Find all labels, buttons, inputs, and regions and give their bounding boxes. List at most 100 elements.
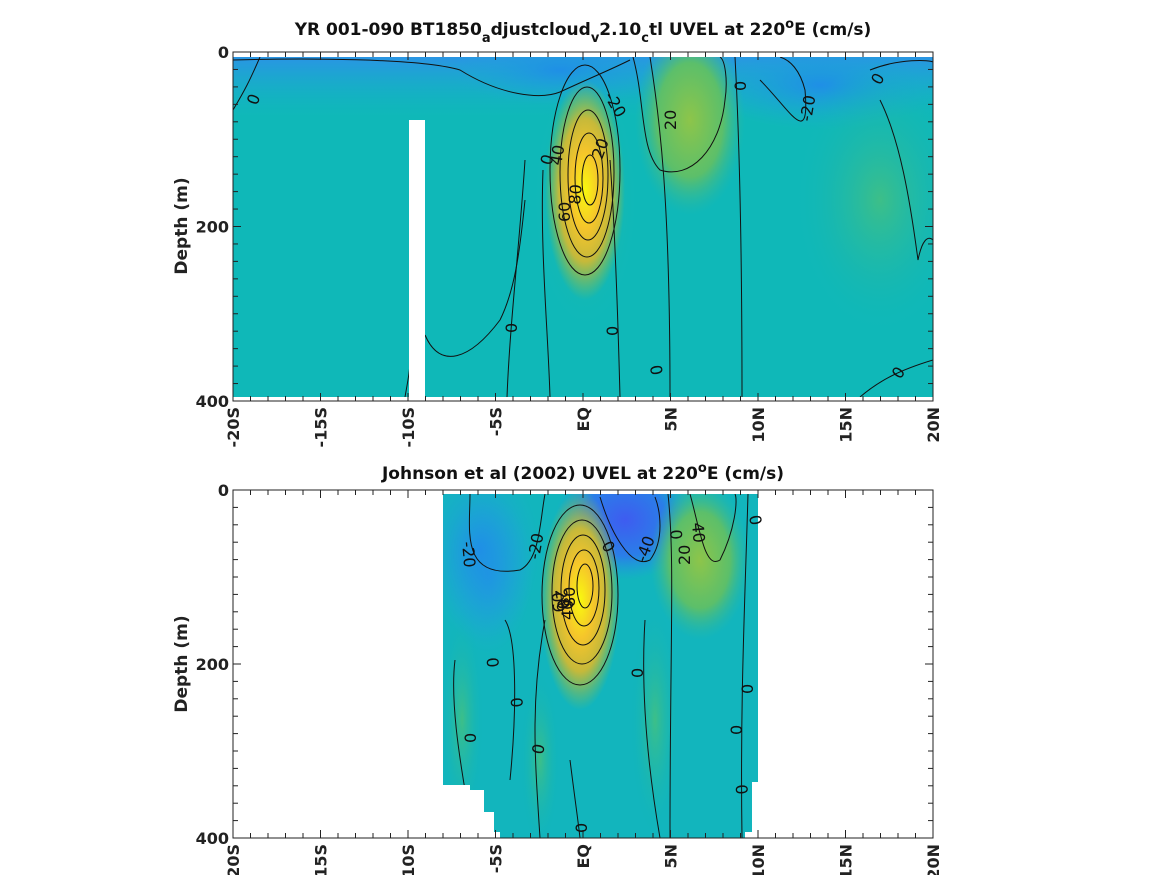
contour-line (424, 199, 526, 357)
contour-label: -20 (458, 541, 479, 569)
x-tick-label: EQ (574, 407, 593, 432)
contour-label: 20 (551, 587, 573, 610)
contour-line (549, 64, 621, 276)
contour-line (879, 99, 933, 261)
x-tick-label: 20N (924, 407, 943, 443)
contour-line (569, 759, 581, 838)
contour-line (233, 58, 631, 97)
contour-label: 0 (507, 697, 527, 709)
contour-line (599, 496, 661, 563)
contour-label: 80 (565, 183, 586, 205)
contour-label: 0 (537, 152, 558, 167)
undercurrent-core (545, 80, 625, 300)
contour-line (560, 534, 606, 646)
contour-label: 0 (528, 742, 548, 755)
contour-label: 0 (745, 513, 765, 526)
chart-bottom: Johnson et al (2002) UVEL at 220oE (cm/s… (172, 461, 943, 875)
x-tick-label: 10N (749, 844, 768, 875)
contour-label: 80 (560, 587, 579, 607)
contour-label: 40 (688, 522, 709, 544)
contour-line (534, 619, 546, 838)
contour-line (869, 60, 933, 71)
x-tick-label: -10S (399, 407, 418, 447)
y-tick-label: 0 (218, 43, 229, 62)
chart-top-field (233, 57, 933, 397)
x-tick-label: 15N (837, 407, 856, 443)
x-tick-label: -15S (312, 407, 331, 447)
eastward-band (650, 494, 750, 640)
contour-label: 0 (666, 529, 686, 541)
x-tick-label: 5N (662, 844, 681, 869)
contour-line (859, 359, 933, 397)
x-tick-label: -20S (224, 407, 243, 447)
contour-label: -20 (796, 94, 819, 123)
contour-label: 0 (572, 823, 591, 833)
x-tick-label: -5S (487, 407, 506, 436)
chart-top: YR 001-090 BT1850adjustcloudv2.10ctl UVE… (172, 17, 943, 447)
chart-bottom-ylabel: Depth (m) (172, 615, 192, 712)
contour-line (453, 659, 466, 791)
y-tick-label: 200 (196, 655, 229, 674)
contour-line (559, 86, 615, 258)
y-tick-label: 200 (196, 218, 229, 237)
chart-top-ylabel: Depth (m) (172, 177, 192, 274)
x-tick-label: -15S (312, 844, 331, 875)
contour-label: 0 (483, 657, 503, 669)
contour-label: 0 (646, 363, 666, 376)
y-tick-label: 400 (196, 392, 229, 411)
contour-label: 40 (558, 600, 577, 620)
contour-line (581, 154, 599, 206)
chart-bottom-title: Johnson et al (2002) UVEL at 220oE (cm/s… (381, 461, 784, 484)
x-tick-label: 20N (924, 844, 943, 875)
contour-label: 0 (628, 668, 647, 678)
contour-line (551, 519, 613, 665)
y-tick-label: 0 (218, 481, 229, 500)
contour-line (233, 57, 261, 111)
contour-label: 20 (675, 545, 694, 565)
contour-line (759, 57, 807, 122)
chart-bottom-field (443, 494, 758, 838)
contour-label: 60 (555, 202, 574, 222)
contour-line (643, 619, 661, 838)
contour-label: 0 (732, 784, 752, 796)
contour-label: -20 (524, 532, 547, 561)
contour-line (576, 563, 594, 609)
chart-top-title: YR 001-090 BT1850adjustcloudv2.10ctl UVE… (294, 17, 872, 46)
contour-line (734, 57, 743, 397)
teal-band-west (443, 610, 484, 830)
contour-line (632, 57, 727, 173)
contour-line (609, 159, 621, 397)
contour-label: 0 (738, 684, 757, 694)
x-tick-label: EQ (574, 844, 593, 869)
contour-label: 0 (461, 733, 480, 743)
contour-line (649, 57, 671, 397)
contour-line (667, 494, 673, 838)
contour-line (504, 619, 516, 781)
undercurrent-core (540, 494, 620, 710)
eastward-band-5n (635, 57, 745, 215)
contour-label: 0 (731, 81, 750, 91)
contour-label: 60 (548, 591, 569, 613)
teal-band (630, 600, 680, 838)
contour-label: 0 (502, 323, 521, 333)
contour-label: 40 (546, 143, 568, 166)
x-tick-label: 10N (749, 407, 768, 443)
y-tick-label: 400 (196, 829, 229, 848)
x-tick-label: -5S (487, 844, 506, 873)
x-tick-label: -20S (224, 844, 243, 875)
contour-label: 0 (603, 326, 622, 336)
contour-line (541, 504, 619, 686)
contour-line (541, 169, 551, 397)
contour-line (574, 132, 604, 224)
contour-line (689, 494, 737, 563)
westward-flow-west (443, 494, 540, 640)
teal-band-mid (520, 670, 560, 838)
x-tick-label: -10S (399, 844, 418, 875)
contour-label: 20 (661, 110, 680, 130)
x-tick-label: 5N (662, 407, 681, 432)
contour-line (741, 494, 749, 838)
contour-label: 0 (727, 725, 746, 735)
contour-line (567, 109, 609, 241)
